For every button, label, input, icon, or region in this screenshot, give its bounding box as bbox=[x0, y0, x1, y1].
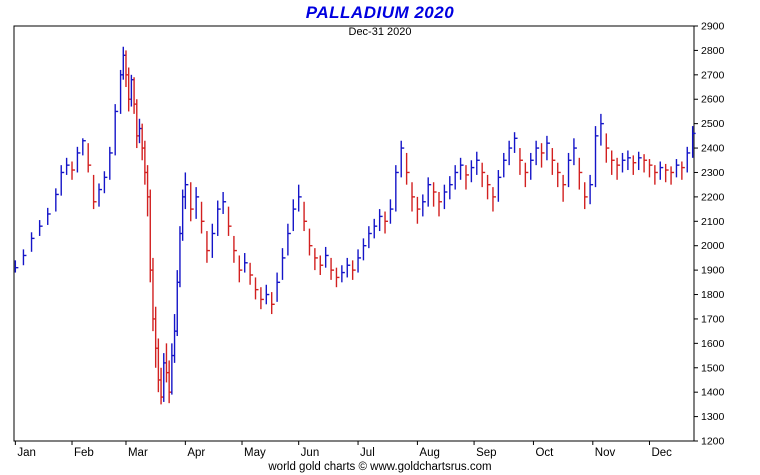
svg-text:2700: 2700 bbox=[701, 69, 725, 81]
svg-text:Sep: Sep bbox=[476, 447, 496, 459]
svg-text:2100: 2100 bbox=[701, 216, 725, 228]
svg-text:2200: 2200 bbox=[701, 191, 725, 203]
chart-subtitle: Dec-31 2020 bbox=[348, 26, 412, 38]
svg-text:1400: 1400 bbox=[701, 387, 725, 399]
svg-text:Mar: Mar bbox=[128, 447, 148, 459]
svg-text:Jan: Jan bbox=[17, 447, 36, 459]
svg-text:1900: 1900 bbox=[701, 265, 725, 277]
svg-text:1200: 1200 bbox=[701, 436, 725, 448]
svg-text:1800: 1800 bbox=[701, 289, 725, 301]
svg-text:2900: 2900 bbox=[701, 21, 725, 33]
svg-text:2500: 2500 bbox=[701, 118, 725, 130]
svg-text:2400: 2400 bbox=[701, 143, 725, 155]
svg-text:1600: 1600 bbox=[701, 338, 725, 350]
svg-text:1300: 1300 bbox=[701, 411, 725, 423]
svg-text:1500: 1500 bbox=[701, 362, 725, 374]
svg-text:2300: 2300 bbox=[701, 167, 725, 179]
svg-text:2800: 2800 bbox=[701, 45, 725, 57]
svg-text:Jun: Jun bbox=[301, 447, 320, 459]
svg-text:2600: 2600 bbox=[701, 94, 725, 106]
chart-title: PALLADIUM 2020 bbox=[305, 3, 455, 22]
svg-text:Nov: Nov bbox=[595, 447, 616, 459]
svg-text:Apr: Apr bbox=[187, 447, 205, 459]
svg-text:1700: 1700 bbox=[701, 313, 725, 325]
svg-text:2000: 2000 bbox=[701, 240, 725, 252]
chart-footer: world gold charts © www.goldchartsrus.co… bbox=[268, 461, 492, 473]
svg-text:Dec: Dec bbox=[651, 447, 672, 459]
svg-text:Jul: Jul bbox=[360, 447, 375, 459]
svg-text:Feb: Feb bbox=[74, 447, 94, 459]
svg-text:May: May bbox=[244, 447, 266, 459]
svg-text:Oct: Oct bbox=[535, 447, 554, 459]
svg-text:Aug: Aug bbox=[419, 447, 439, 459]
